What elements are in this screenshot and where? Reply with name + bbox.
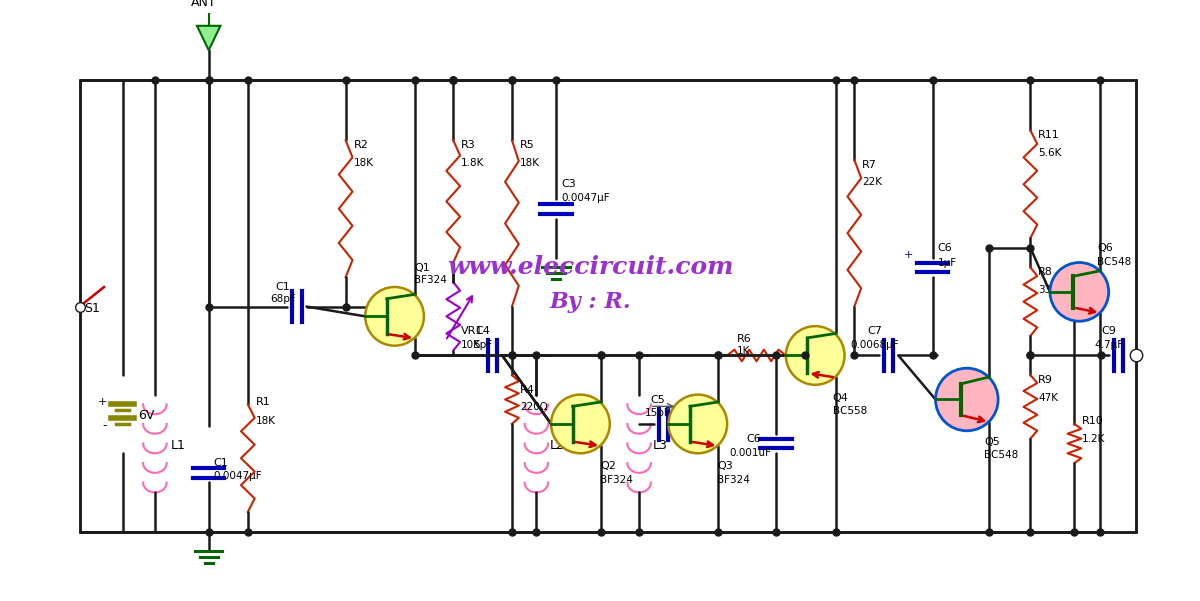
Text: R2: R2 — [354, 140, 368, 150]
Text: R3: R3 — [461, 140, 476, 150]
Text: R7: R7 — [862, 160, 877, 170]
Text: R9: R9 — [1038, 375, 1054, 385]
Circle shape — [365, 287, 424, 346]
Text: 15pF: 15pF — [644, 408, 671, 418]
Text: Q6: Q6 — [1097, 243, 1112, 253]
Text: Q3: Q3 — [718, 461, 733, 471]
Circle shape — [551, 395, 610, 453]
Text: L2: L2 — [550, 439, 565, 451]
Text: 220Ω: 220Ω — [520, 403, 547, 412]
Circle shape — [1050, 263, 1109, 321]
Text: 68pF: 68pF — [270, 294, 296, 304]
Text: VR1: VR1 — [461, 326, 484, 336]
Text: 6V: 6V — [138, 409, 155, 423]
Text: L1: L1 — [170, 439, 186, 451]
Text: 1.2K: 1.2K — [1082, 434, 1105, 444]
Text: BF324: BF324 — [718, 475, 750, 485]
Text: C1: C1 — [276, 282, 290, 292]
Text: ANT: ANT — [191, 0, 217, 10]
Text: www.eleccircuit.com: www.eleccircuit.com — [446, 255, 733, 279]
Bar — [79, 79, 1136, 531]
Text: R1: R1 — [256, 397, 270, 406]
Text: -: - — [102, 419, 107, 432]
Text: 10K: 10K — [461, 340, 481, 350]
Text: R11: R11 — [1038, 130, 1060, 141]
Text: 22K: 22K — [862, 177, 882, 188]
Text: 1K: 1K — [737, 346, 750, 356]
Text: R5: R5 — [520, 140, 534, 150]
Text: 47K: 47K — [1038, 392, 1058, 403]
Text: BF324: BF324 — [600, 475, 632, 485]
Text: BC558: BC558 — [833, 406, 868, 416]
Text: 1μF: 1μF — [937, 258, 956, 267]
Text: 18K: 18K — [354, 158, 373, 168]
Text: 5pF: 5pF — [473, 340, 492, 350]
Text: L3: L3 — [653, 439, 667, 451]
Text: 18K: 18K — [256, 416, 276, 426]
Text: 18K: 18K — [520, 158, 540, 168]
Text: C7: C7 — [868, 326, 882, 336]
Text: R10: R10 — [1082, 416, 1104, 426]
Text: Q4: Q4 — [833, 392, 848, 403]
Text: R4: R4 — [520, 385, 535, 395]
Polygon shape — [197, 26, 221, 50]
Text: C3: C3 — [562, 179, 576, 189]
Text: BC548: BC548 — [1097, 257, 1132, 267]
Text: C6: C6 — [937, 243, 953, 253]
Text: C1: C1 — [214, 458, 228, 468]
Text: 33K: 33K — [1038, 285, 1058, 295]
Text: +: + — [97, 397, 107, 407]
Text: C9: C9 — [1102, 326, 1116, 336]
Text: BF324: BF324 — [414, 275, 448, 285]
Text: 1.8K: 1.8K — [461, 158, 485, 168]
Text: 0.0047μF: 0.0047μF — [214, 471, 263, 481]
Text: By : R.: By : R. — [550, 291, 631, 313]
Text: 0.0068μF: 0.0068μF — [851, 340, 899, 350]
Text: R8: R8 — [1038, 267, 1054, 278]
Text: C4: C4 — [475, 326, 490, 336]
Text: C5: C5 — [650, 395, 665, 404]
Text: +: + — [904, 249, 913, 260]
Text: 5.6K: 5.6K — [1038, 148, 1062, 158]
Text: C6: C6 — [746, 434, 762, 444]
Text: S1: S1 — [84, 302, 101, 315]
Text: BC548: BC548 — [984, 450, 1019, 460]
Circle shape — [936, 368, 998, 431]
Text: Q5: Q5 — [984, 437, 1000, 447]
Text: Q1: Q1 — [414, 263, 430, 272]
Text: 4.7μF: 4.7μF — [1094, 340, 1123, 350]
Text: 0.001uF: 0.001uF — [730, 448, 772, 459]
Text: Q2: Q2 — [600, 461, 616, 471]
Text: R6: R6 — [737, 334, 751, 344]
Text: 0.0047μF: 0.0047μF — [562, 193, 611, 203]
Circle shape — [668, 395, 727, 453]
Circle shape — [786, 326, 845, 385]
